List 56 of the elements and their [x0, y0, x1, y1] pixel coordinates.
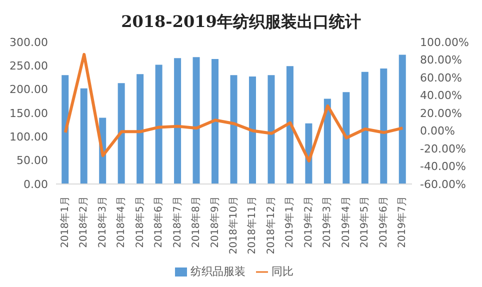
- x-tick-label: 2019年2月: [302, 196, 314, 248]
- y2-tick-label: 60.00%: [420, 71, 462, 84]
- y-tick-label: 150.00: [10, 106, 48, 120]
- bar: [361, 72, 368, 184]
- bar: [174, 58, 182, 184]
- y-tick-label: 100.00: [10, 130, 48, 144]
- y2-tick-label: 40.00%: [420, 89, 462, 102]
- line-series: [64, 52, 404, 162]
- y-tick-label: 0.00: [24, 178, 48, 191]
- x-tick-label: 2019年1月: [284, 196, 296, 248]
- bar: [80, 88, 88, 184]
- legend-label: 纺织品服装: [190, 265, 246, 278]
- bar: [212, 59, 219, 184]
- y2-tick-label: 0.00%: [420, 124, 455, 138]
- x-tick-label: 2018年9月: [208, 196, 221, 248]
- x-tick-label: 2019年3月: [321, 196, 334, 248]
- y2-tick-label: -40.00%: [420, 160, 466, 174]
- bar: [268, 75, 275, 184]
- bar: [155, 64, 162, 184]
- y2-tick-label: -60.00%: [420, 178, 466, 191]
- y2-tick-label: -20.00%: [420, 142, 466, 156]
- bar: [118, 83, 125, 184]
- x-tick-label: 2019年6月: [377, 196, 390, 248]
- x-tick-label: 2018年6月: [152, 196, 165, 248]
- bar: [62, 75, 69, 184]
- x-tick-label: 2018年7月: [171, 196, 184, 248]
- y-tick-label: 50.00: [16, 154, 48, 168]
- x-tick-label: 2019年7月: [396, 196, 408, 248]
- bar: [398, 54, 406, 184]
- bar: [230, 75, 238, 184]
- x-tick-label: 2019年5月: [358, 196, 371, 248]
- x-tick-label: 2018年5月: [134, 196, 146, 248]
- y2-tick-label: 20.00%: [420, 106, 462, 120]
- bar: [342, 92, 350, 184]
- bar: [136, 74, 144, 184]
- y-tick-label: 250.00: [10, 60, 48, 73]
- x-tick-label: 2018年4月: [115, 196, 128, 248]
- legend-label: 同比: [272, 265, 294, 278]
- x-tick-label: 2018年1月: [58, 196, 71, 248]
- bar: [192, 57, 200, 184]
- y-tick-label: 300.00: [10, 36, 48, 49]
- bar: [380, 68, 388, 184]
- x-tick-label: 2018年12月: [264, 196, 277, 254]
- x-tick-label: 2018年8月: [190, 196, 202, 248]
- y2-tick-label: 100.00%: [420, 36, 469, 49]
- bar: [286, 66, 294, 184]
- x-tick-label: 2018年10月: [228, 196, 240, 254]
- bar: [324, 98, 331, 184]
- chart-title: 2018-2019年纺织服装出口统计: [120, 11, 362, 33]
- x-tick-label: 2019年4月: [340, 196, 352, 248]
- y-tick-label: 200.00: [10, 83, 48, 96]
- x-tick-label: 2018年2月: [78, 196, 90, 248]
- bar: [248, 76, 256, 184]
- x-tick-label: 2018年11月: [246, 196, 258, 254]
- x-tick-label: 2018年3月: [96, 196, 108, 248]
- y2-tick-label: 80.00%: [420, 54, 462, 67]
